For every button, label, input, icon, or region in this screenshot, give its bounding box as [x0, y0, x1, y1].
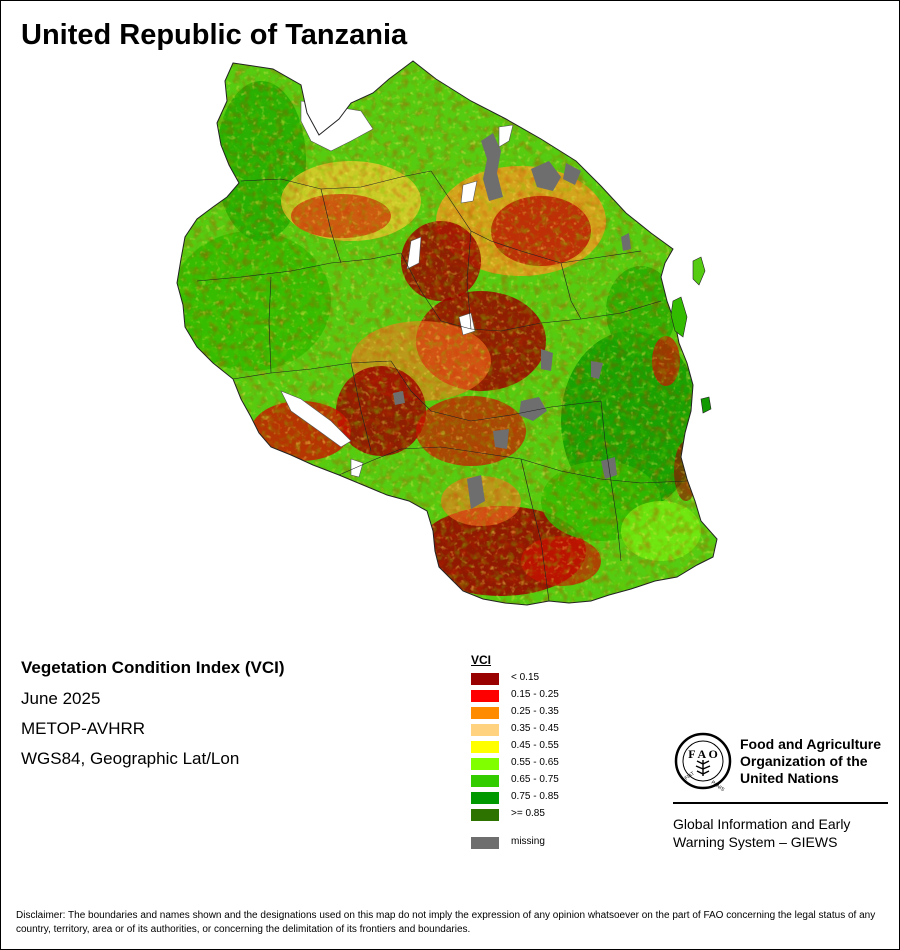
- legend-swatch: [471, 724, 499, 736]
- legend-swatch: [471, 775, 499, 787]
- vci-raster: [177, 61, 717, 605]
- legend-swatch: [471, 673, 499, 685]
- legend-label: 0.25 - 0.35: [511, 706, 559, 717]
- org-name-line: United Nations: [740, 770, 839, 786]
- legend-label: 0.45 - 0.55: [511, 740, 559, 751]
- product-name: Vegetation Condition Index (VCI): [21, 658, 285, 677]
- giews-name: Global Information and Early Warning Sys…: [673, 815, 850, 851]
- map-title: United Republic of Tanzania: [21, 19, 408, 51]
- mafia-island: [700, 396, 712, 414]
- projection-info: WGS84, Geographic Lat/Lon: [21, 749, 240, 768]
- vci-map: [176, 60, 718, 606]
- sensor-name: METOP-AVHRR: [21, 719, 146, 738]
- legend-label: >= 0.85: [511, 808, 545, 819]
- svg-text:F A O: F A O: [688, 747, 718, 761]
- pemba-island: [692, 256, 706, 286]
- legend-swatch: [471, 707, 499, 719]
- legend-label: 0.15 - 0.25: [511, 689, 559, 700]
- legend-label: < 0.15: [511, 672, 540, 683]
- legend-label: 0.75 - 0.85: [511, 791, 559, 802]
- giews-line: Warning System – GIEWS: [673, 834, 838, 850]
- legend-label: 0.55 - 0.65: [511, 757, 559, 768]
- region-boundaries: [196, 170, 688, 602]
- legend-swatch: [471, 741, 499, 753]
- zanzibar-island: [670, 296, 688, 338]
- legend-swatch: [471, 758, 499, 770]
- disclaimer: Disclaimer: The boundaries and names sho…: [16, 910, 876, 935]
- legend-label: missing: [511, 836, 545, 847]
- org-name-line: Food and Agriculture: [740, 736, 882, 752]
- fao-logo: F A O FIAT PANIS: [674, 732, 732, 791]
- legend-swatch: [471, 792, 499, 804]
- giews-line: Global Information and Early: [673, 816, 851, 832]
- islands: [670, 256, 712, 414]
- legend-swatch: [471, 809, 499, 821]
- legend-label: 0.65 - 0.75: [511, 774, 559, 785]
- org-divider: [673, 802, 888, 804]
- legend-label: 0.35 - 0.45: [511, 723, 559, 734]
- legend-title: VCI: [471, 653, 492, 667]
- map-date: June 2025: [21, 689, 101, 708]
- missing-data-patches: [393, 133, 631, 509]
- svg-text:PANIS: PANIS: [710, 780, 726, 791]
- legend-swatch: [471, 690, 499, 702]
- svg-text:FIAT: FIAT: [684, 771, 696, 782]
- org-name: Food and Agriculture Organization of the…: [740, 736, 881, 787]
- legend-swatch: [471, 837, 499, 849]
- org-name-line: Organization of the: [740, 753, 868, 769]
